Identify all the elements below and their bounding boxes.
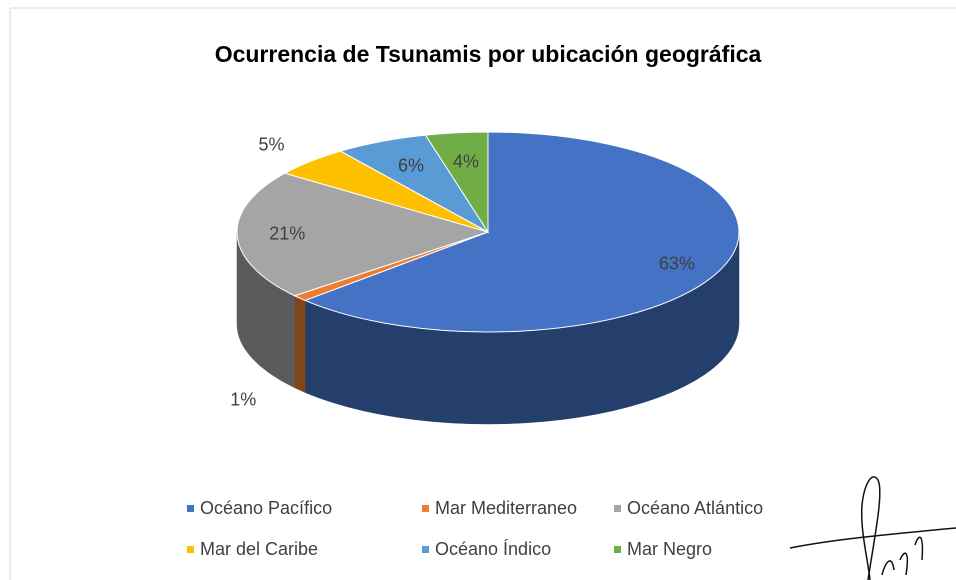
legend-label: Océano Pacífico [200,498,332,518]
data-label: 1% [230,390,256,410]
legend-label: Océano Índico [435,539,551,559]
legend-label: Mar del Caribe [200,539,318,559]
legend-swatch [422,546,429,553]
chart-title: Ocurrencia de Tsunamis por ubicación geo… [215,41,762,67]
legend-swatch [614,505,621,512]
legend-label: Mar Mediterraneo [435,498,577,518]
slice-side [294,295,306,393]
data-label: 21% [269,223,305,243]
slice [236,172,490,297]
signature [789,476,956,580]
slice [424,131,489,234]
data-label: 4% [453,151,479,171]
data-label: 6% [398,156,424,176]
legend-label: Mar Negro [627,539,712,559]
slice [303,131,740,333]
data-label: 5% [258,134,284,154]
data-label: 63% [659,253,695,273]
legend-swatch [187,505,194,512]
legend-swatch [614,546,621,553]
legend-swatch [187,546,194,553]
legend-label: Océano Atlántico [627,498,763,518]
legend-swatch [422,505,429,512]
